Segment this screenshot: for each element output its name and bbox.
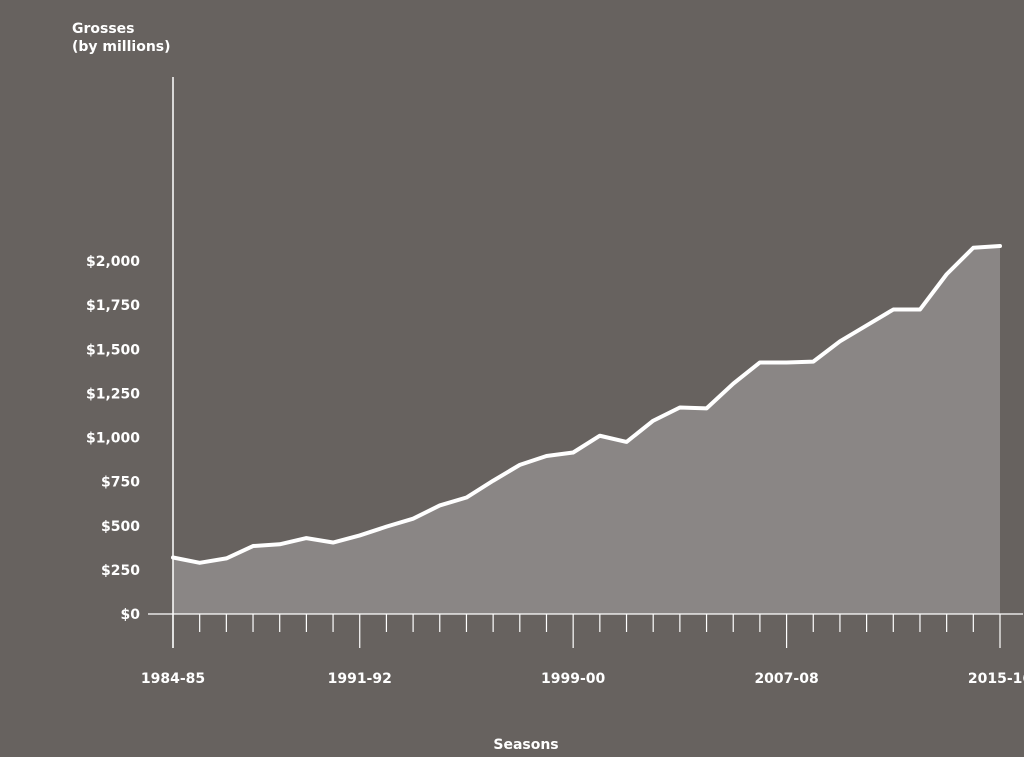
x-tick-label-1999-00: 1999-00 bbox=[541, 671, 606, 687]
y-tick-label-1750: $1,750 bbox=[86, 298, 140, 314]
x-axis-title: Seasons bbox=[493, 737, 558, 753]
y-tick-label-1500: $1,500 bbox=[86, 342, 140, 358]
y-tick-label-2000: $2,000 bbox=[86, 254, 140, 270]
y-tick-label-750: $750 bbox=[101, 475, 140, 491]
y-axis-title-line-2: (by millions) bbox=[72, 39, 171, 55]
y-tick-label-0: $0 bbox=[121, 607, 141, 623]
y-tick-label-1250: $1,250 bbox=[86, 386, 140, 402]
x-tick-label-2007-08: 2007-08 bbox=[754, 671, 818, 687]
series-line bbox=[171, 244, 1002, 565]
y-tick-label-1000: $1,000 bbox=[86, 431, 140, 447]
area-fill bbox=[173, 246, 1000, 614]
x-tick-label-1984-85: 1984-85 bbox=[141, 671, 205, 687]
y-tick-label-250: $250 bbox=[101, 563, 140, 579]
x-tick-label-1991-92: 1991-92 bbox=[328, 671, 392, 687]
y-tick-label-500: $500 bbox=[101, 519, 140, 535]
y-axis-title-line-1: Grosses bbox=[72, 21, 135, 37]
x-tick-label-2015-16: 2015-16 bbox=[968, 671, 1024, 687]
